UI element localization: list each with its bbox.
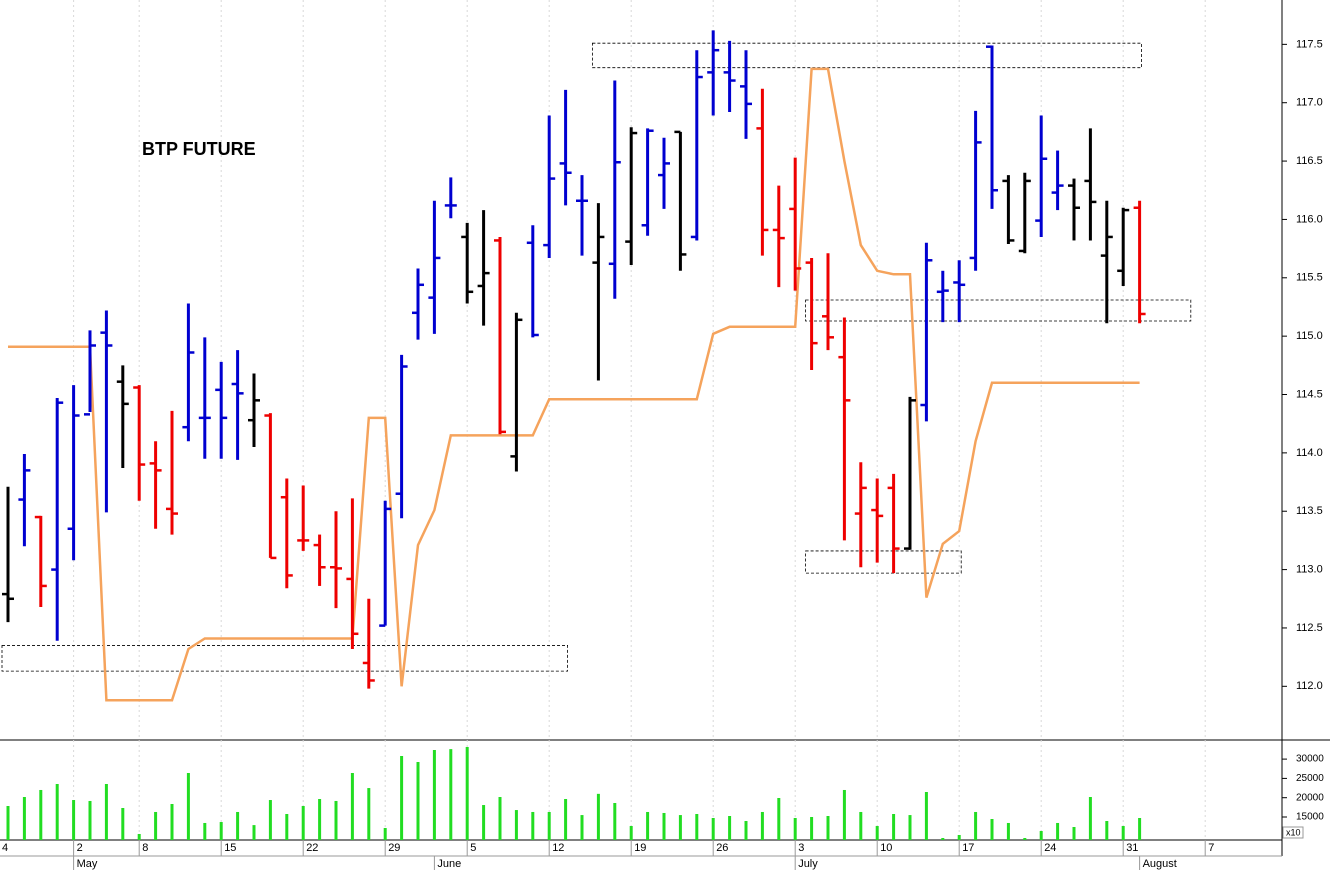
y-tick-label: 114.5 [1296,388,1323,400]
x-tick-label: 12 [552,842,564,854]
y-tick-label: 117.5 [1296,38,1323,50]
unit-box [1282,826,1304,839]
y-tick-label: 112.0 [1296,680,1323,692]
month-label: August [1143,858,1177,870]
month-label: May [77,858,98,870]
chart-title: BTP FUTURE [142,139,256,159]
x-tick-label: 7 [1208,842,1214,854]
y-tick-label: 117.0 [1296,97,1323,109]
annotation-box [805,299,1192,322]
x-tick-label: 5 [470,842,476,854]
annotation-box [592,42,1143,69]
y-tick-label: 114.0 [1296,447,1323,459]
y-tick-label: 113.0 [1296,563,1323,575]
indicator-line [8,67,1140,702]
x-tick-label: 10 [880,842,892,854]
y-tick-label: 116.5 [1296,155,1323,167]
annotation-box [805,550,962,574]
x-tick-label: 24 [1044,842,1056,854]
x-tick-label: 17 [962,842,974,854]
volume-y-tick-label: 15000 [1296,812,1324,823]
x-tick-label: 19 [634,842,646,854]
y-tick-label: 115.5 [1296,272,1323,284]
x-tick-label: 4 [2,842,8,854]
month-label: July [798,858,818,870]
volume-y-tick-label: 20000 [1296,792,1324,803]
x-tick-label: 2 [77,842,83,854]
volume-y-tick-label: 30000 [1296,754,1324,765]
x-tick-label: 29 [388,842,400,854]
y-tick-label: 113.5 [1296,505,1323,517]
x-tick-label: 15 [224,842,236,854]
y-tick-label: 115.0 [1296,330,1323,342]
x-tick-label: 3 [798,842,804,854]
x-tick-label: 22 [306,842,318,854]
volume-unit-label: x10 [1286,827,1301,837]
x-tick-label: 8 [142,842,148,854]
x-tick-label: 31 [1126,842,1138,854]
month-label: June [437,858,461,870]
y-tick-label: 112.5 [1296,622,1323,634]
x-tick-label: 26 [716,842,728,854]
y-tick-label: 116.0 [1296,213,1323,225]
annotation-box [1,645,568,672]
volume-y-tick-label: 25000 [1296,773,1324,784]
